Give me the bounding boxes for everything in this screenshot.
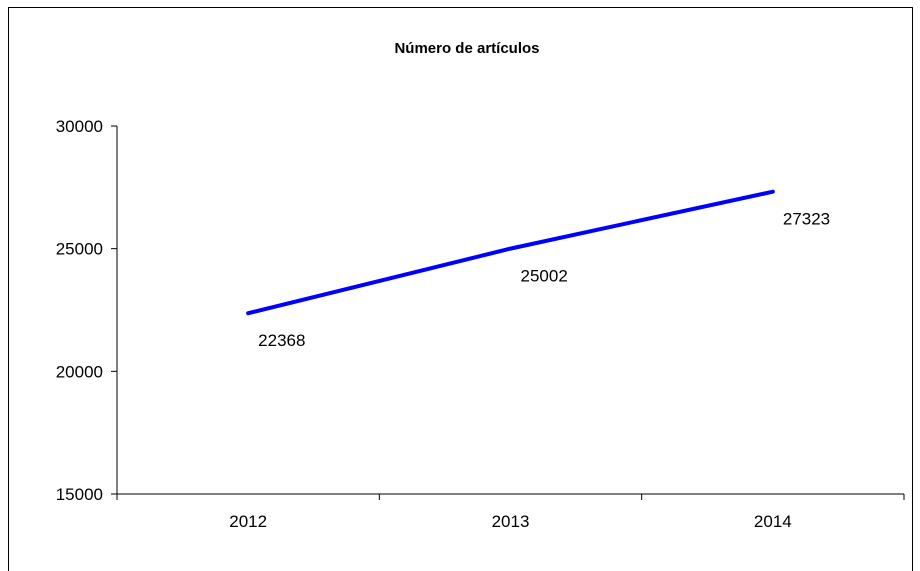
x-tick-label: 2012 (229, 512, 267, 531)
y-tick-label: 15000 (56, 485, 103, 504)
x-axis-ticks: 2012 2013 2014 (116, 494, 905, 531)
x-tick-label: 2013 (492, 512, 530, 531)
axes (116, 126, 904, 495)
y-tick-label: 30000 (56, 117, 103, 136)
data-labels: 22368 25002 27323 (258, 210, 830, 351)
y-axis-ticks: 15000 20000 25000 30000 (56, 117, 117, 504)
chart-title: Número de artículos (394, 40, 539, 57)
x-tick-label: 2014 (754, 512, 792, 531)
series-group (246, 189, 775, 316)
chart-frame (8, 7, 913, 571)
y-tick-label: 25000 (56, 240, 103, 259)
data-label: 25002 (521, 267, 568, 286)
data-label: 27323 (783, 210, 830, 229)
data-label: 22368 (258, 331, 305, 350)
y-tick-label: 20000 (56, 362, 103, 381)
series-line (246, 189, 775, 316)
